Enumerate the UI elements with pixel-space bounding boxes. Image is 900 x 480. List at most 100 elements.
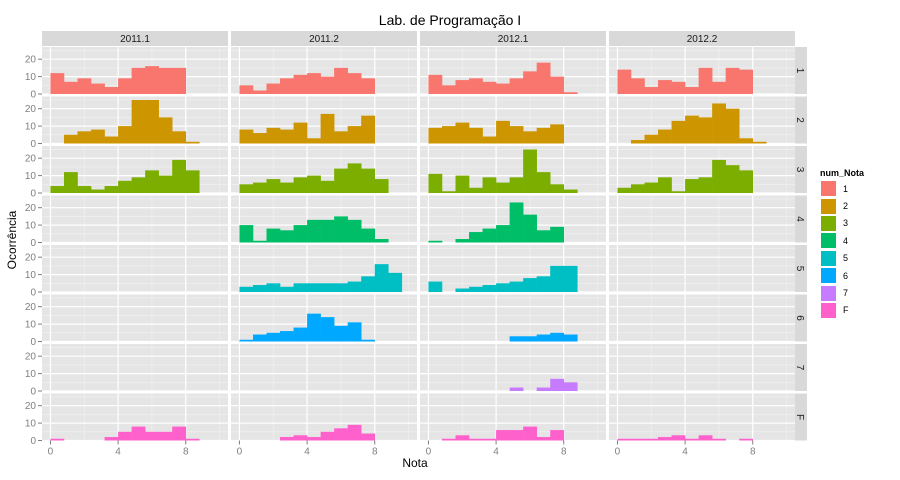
histogram-bar <box>320 431 335 441</box>
histogram-bar <box>658 177 672 193</box>
histogram-bar <box>630 78 645 94</box>
column-strip-label: 2012.1 <box>498 34 529 45</box>
column-strip <box>42 31 228 46</box>
legend-item: 2 <box>820 197 864 215</box>
histogram-bar <box>523 278 537 292</box>
histogram-bar <box>158 117 173 144</box>
histogram-bar <box>496 225 510 243</box>
histogram-bar <box>172 159 187 193</box>
histogram-bar <box>131 177 146 193</box>
histogram-bar <box>239 184 254 193</box>
histogram-bar <box>280 437 294 441</box>
histogram-bar <box>361 339 376 342</box>
row-strip-label: 7 <box>794 365 805 371</box>
histogram-bar <box>725 108 740 144</box>
histogram-bar <box>280 182 294 193</box>
histogram-bar <box>307 175 321 193</box>
histogram-bar <box>550 226 565 243</box>
legend-item: 3 <box>820 214 864 232</box>
y-tick-label: 20 <box>25 401 37 412</box>
histogram-bar <box>347 73 362 94</box>
row-strip-label: 6 <box>794 315 805 321</box>
legend-label: 1 <box>843 183 849 194</box>
histogram-bar <box>252 285 267 292</box>
histogram-bar <box>698 117 713 144</box>
panel <box>42 294 228 343</box>
histogram-bar <box>482 438 497 441</box>
histogram-bar <box>145 431 159 441</box>
y-tick-label: 10 <box>25 122 37 133</box>
histogram-bar <box>50 438 65 441</box>
histogram-bar <box>347 322 362 342</box>
y-tick-label: 20 <box>25 203 37 214</box>
histogram-bar <box>334 67 348 94</box>
y-tick-label: 10 <box>25 72 37 83</box>
histogram-bar <box>509 78 524 94</box>
histogram-bar <box>334 216 348 243</box>
x-axis-label: Nota <box>402 456 428 470</box>
histogram-bar <box>725 165 740 193</box>
histogram-bar <box>644 182 659 193</box>
row-strip <box>792 393 807 441</box>
histogram-bar <box>428 240 443 243</box>
histogram-bar <box>50 186 65 193</box>
panel-background <box>609 245 795 292</box>
row-strip-label: 3 <box>794 167 805 173</box>
x-tick-label: 4 <box>682 447 688 458</box>
histogram-bar <box>496 430 510 441</box>
panel <box>420 294 606 343</box>
histogram-bar <box>428 281 443 292</box>
legend-swatch <box>820 214 837 232</box>
histogram-bar <box>77 131 92 144</box>
histogram-bar <box>77 78 92 94</box>
panel-background <box>420 344 606 391</box>
x-tick-label: 8 <box>750 447 756 458</box>
panel-background <box>609 195 795 243</box>
histogram-bar <box>63 134 78 144</box>
histogram-bar <box>320 219 335 243</box>
histogram-bar <box>739 69 754 94</box>
histogram-bar <box>563 382 578 391</box>
histogram-bar <box>280 230 294 243</box>
legend-item: 1 <box>820 180 864 198</box>
panel-background <box>231 344 417 391</box>
row-strip-label: 4 <box>794 216 805 222</box>
histogram-bar <box>63 172 78 193</box>
x-tick-label: 0 <box>237 447 243 458</box>
panel <box>42 195 228 244</box>
histogram-bar <box>536 437 551 441</box>
histogram-bar <box>455 239 470 243</box>
histogram-bar <box>550 265 565 292</box>
row-strip <box>792 47 807 94</box>
histogram-bar <box>550 332 565 342</box>
histogram-bar <box>509 126 524 144</box>
histogram-bar <box>752 141 767 144</box>
histogram-bar <box>347 219 362 243</box>
histogram-bar <box>630 140 645 144</box>
histogram-bar <box>307 73 321 94</box>
histogram-bar <box>441 126 456 144</box>
y-tick-label: 20 <box>25 302 37 313</box>
histogram-bar <box>307 437 321 441</box>
histogram-bar <box>496 83 510 94</box>
histogram-bar <box>428 127 443 144</box>
legend-label: 2 <box>843 201 849 212</box>
histogram-bar <box>455 288 470 292</box>
histogram-bar <box>671 120 686 144</box>
histogram-bar <box>739 138 754 144</box>
histogram-bar <box>550 184 565 193</box>
histogram-bar <box>320 317 335 342</box>
legend-items: 1 2 3 4 5 6 7 F <box>820 180 864 319</box>
legend-swatch <box>820 284 837 302</box>
histogram-bar <box>334 131 348 144</box>
histogram-bar <box>523 71 537 94</box>
histogram-bar <box>118 126 132 144</box>
histogram-bar <box>469 127 483 144</box>
panel <box>42 47 228 95</box>
histogram-bar <box>239 339 254 342</box>
histogram-bar <box>630 184 645 193</box>
histogram-bar <box>131 99 146 144</box>
histogram-bar <box>671 81 686 94</box>
y-axis-label-wrapper: Ocorrência <box>2 200 22 280</box>
panel-background <box>609 344 795 391</box>
